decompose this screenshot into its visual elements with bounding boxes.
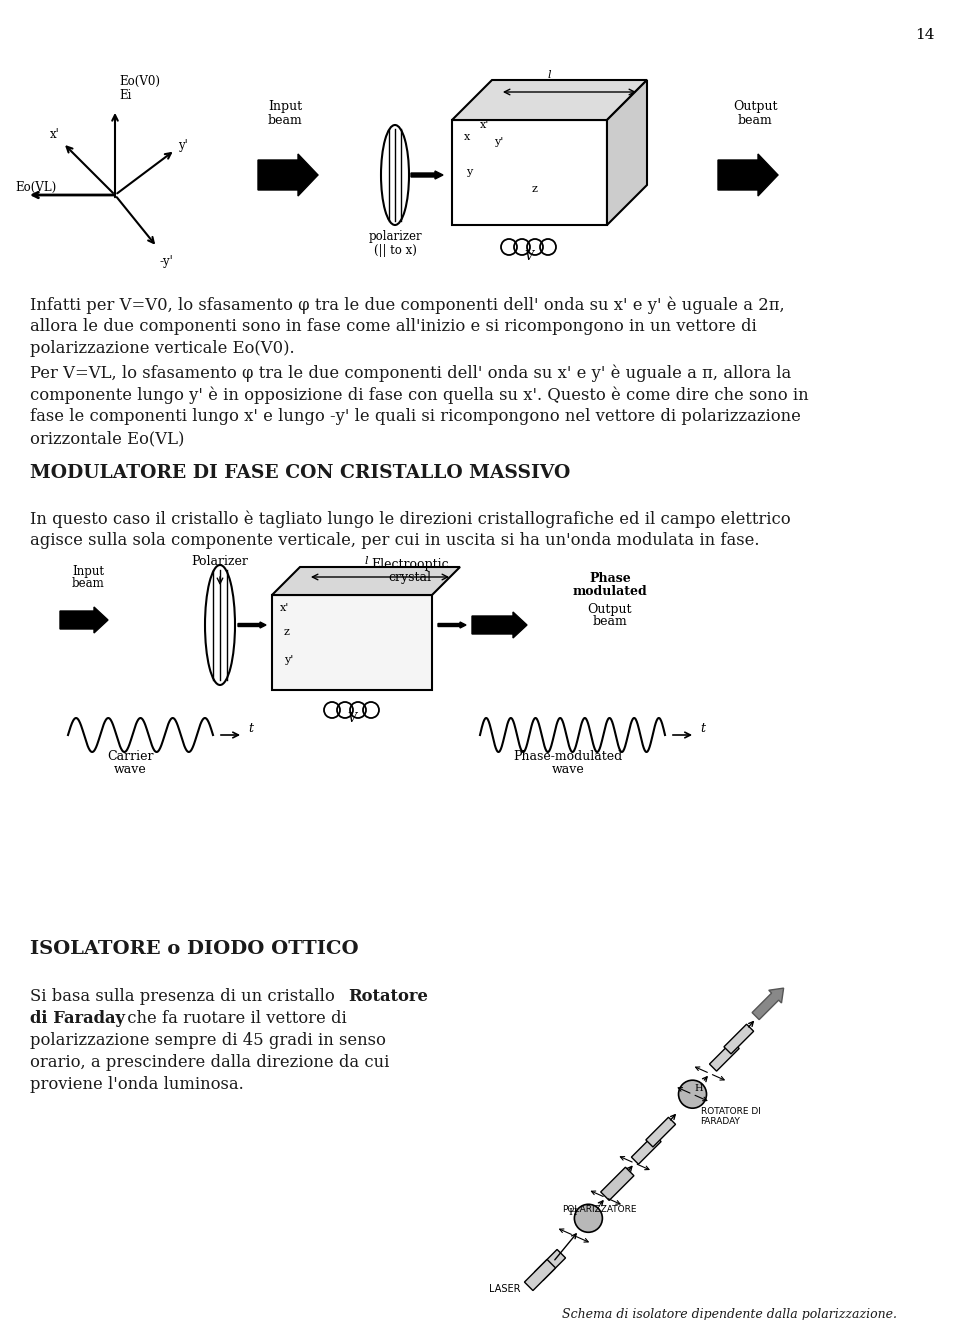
- Text: Ei: Ei: [119, 88, 132, 102]
- FancyArrow shape: [472, 612, 527, 638]
- Text: Input: Input: [268, 100, 302, 114]
- Polygon shape: [535, 1250, 565, 1280]
- FancyArrow shape: [438, 622, 466, 628]
- Circle shape: [574, 1204, 602, 1233]
- Polygon shape: [607, 81, 647, 224]
- Text: Phase-modulated: Phase-modulated: [514, 750, 623, 763]
- Text: In questo caso il cristallo è tagliato lungo le direzioni cristallografiche ed i: In questo caso il cristallo è tagliato l…: [30, 510, 791, 528]
- Text: ROTATORE DI: ROTATORE DI: [701, 1107, 760, 1117]
- Text: crystal: crystal: [389, 572, 431, 583]
- Text: z: z: [532, 183, 538, 194]
- Polygon shape: [601, 1167, 634, 1200]
- Text: Si basa sulla presenza di un cristallo: Si basa sulla presenza di un cristallo: [30, 987, 340, 1005]
- Text: Phase: Phase: [589, 572, 631, 585]
- Text: V: V: [524, 249, 534, 263]
- Polygon shape: [452, 81, 647, 120]
- Text: ISOLATORE o DIODO OTTICO: ISOLATORE o DIODO OTTICO: [30, 940, 359, 958]
- Text: x': x': [280, 603, 289, 612]
- Text: di Faraday: di Faraday: [30, 1010, 125, 1027]
- Text: polarizzazione verticale Eo(V0).: polarizzazione verticale Eo(V0).: [30, 341, 295, 356]
- Text: y: y: [466, 168, 472, 177]
- Text: Polarizer: Polarizer: [192, 554, 249, 568]
- Text: proviene l'onda luminosa.: proviene l'onda luminosa.: [30, 1076, 244, 1093]
- Text: l: l: [547, 70, 551, 81]
- Text: Schema di isolatore dipendente dalla polarizzazione.: Schema di isolatore dipendente dalla pol…: [563, 1308, 898, 1320]
- Polygon shape: [646, 1117, 676, 1147]
- Text: y': y': [284, 655, 294, 665]
- Text: orario, a prescindere dalla direzione da cui: orario, a prescindere dalla direzione da…: [30, 1053, 390, 1071]
- Text: Electrooptic: Electrooptic: [372, 558, 449, 572]
- Text: beam: beam: [737, 114, 773, 127]
- Text: wave: wave: [113, 763, 146, 776]
- FancyArrow shape: [60, 607, 108, 634]
- Text: fase le componenti lungo x' e lungo -y' le quali si ricompongono nel vettore di : fase le componenti lungo x' e lungo -y' …: [30, 408, 801, 425]
- Text: POLARIZZATORE: POLARIZZATORE: [562, 1205, 636, 1214]
- Text: l: l: [364, 556, 368, 566]
- Text: LASER: LASER: [490, 1284, 520, 1294]
- Text: Output: Output: [732, 100, 778, 114]
- Text: Infatti per V=V0, lo sfasamento φ tra le due componenti dell' onda su x' e y' è : Infatti per V=V0, lo sfasamento φ tra le…: [30, 296, 784, 314]
- Circle shape: [679, 1080, 707, 1109]
- Text: t: t: [700, 722, 705, 735]
- Text: Output: Output: [588, 603, 633, 616]
- Text: x': x': [50, 128, 60, 141]
- Text: modulated: modulated: [572, 585, 647, 598]
- Text: H: H: [568, 1208, 577, 1217]
- FancyArrow shape: [238, 622, 266, 628]
- Text: Carrier: Carrier: [107, 750, 154, 763]
- Text: x': x': [480, 120, 490, 129]
- Text: t: t: [248, 722, 253, 735]
- Text: Eo(V0): Eo(V0): [119, 75, 160, 88]
- FancyArrow shape: [718, 154, 778, 195]
- Text: V: V: [348, 711, 356, 725]
- Text: Per V=VL, lo sfasamento φ tra le due componenti dell' onda su x' e y' è uguale a: Per V=VL, lo sfasamento φ tra le due com…: [30, 364, 791, 381]
- Text: Eo(VL): Eo(VL): [15, 181, 57, 194]
- Text: beam: beam: [592, 615, 628, 628]
- Polygon shape: [632, 1134, 661, 1164]
- Text: polarizzazione sempre di 45 gradi in senso: polarizzazione sempre di 45 gradi in sen…: [30, 1032, 386, 1049]
- Polygon shape: [524, 1259, 556, 1291]
- Text: -y': -y': [159, 255, 173, 268]
- Text: allora le due componenti sono in fase come all'inizio e si ricompongono in un ve: allora le due componenti sono in fase co…: [30, 318, 756, 335]
- Polygon shape: [272, 595, 432, 690]
- Text: che fa ruotare il vettore di: che fa ruotare il vettore di: [122, 1010, 347, 1027]
- Text: beam: beam: [72, 577, 105, 590]
- Text: z: z: [284, 627, 290, 638]
- Text: Rotatore: Rotatore: [348, 987, 428, 1005]
- Text: y': y': [494, 137, 503, 147]
- Text: MODULATORE DI FASE CON CRISTALLO MASSIVO: MODULATORE DI FASE CON CRISTALLO MASSIVO: [30, 465, 570, 482]
- Text: 14: 14: [916, 28, 935, 42]
- Text: y': y': [178, 139, 188, 152]
- Text: x: x: [464, 132, 470, 143]
- FancyArrow shape: [411, 172, 443, 180]
- Text: wave: wave: [552, 763, 585, 776]
- Polygon shape: [709, 1041, 739, 1071]
- Polygon shape: [272, 568, 460, 595]
- Text: componente lungo y' è in opposizione di fase con quella su x'. Questo è come dir: componente lungo y' è in opposizione di …: [30, 385, 808, 404]
- Text: beam: beam: [268, 114, 302, 127]
- Text: FARADAY: FARADAY: [701, 1117, 740, 1126]
- Text: orizzontale Eo(VL): orizzontale Eo(VL): [30, 430, 184, 447]
- Text: Input: Input: [72, 565, 104, 578]
- Text: agisce sulla sola componente verticale, per cui in uscita si ha un'onda modulata: agisce sulla sola componente verticale, …: [30, 532, 759, 549]
- Polygon shape: [724, 1024, 754, 1053]
- Text: polarizer: polarizer: [369, 230, 421, 243]
- FancyArrow shape: [258, 154, 318, 195]
- Text: (|| to x): (|| to x): [373, 244, 417, 257]
- Text: H: H: [694, 1084, 703, 1093]
- Polygon shape: [452, 120, 607, 224]
- FancyArrow shape: [752, 989, 783, 1019]
